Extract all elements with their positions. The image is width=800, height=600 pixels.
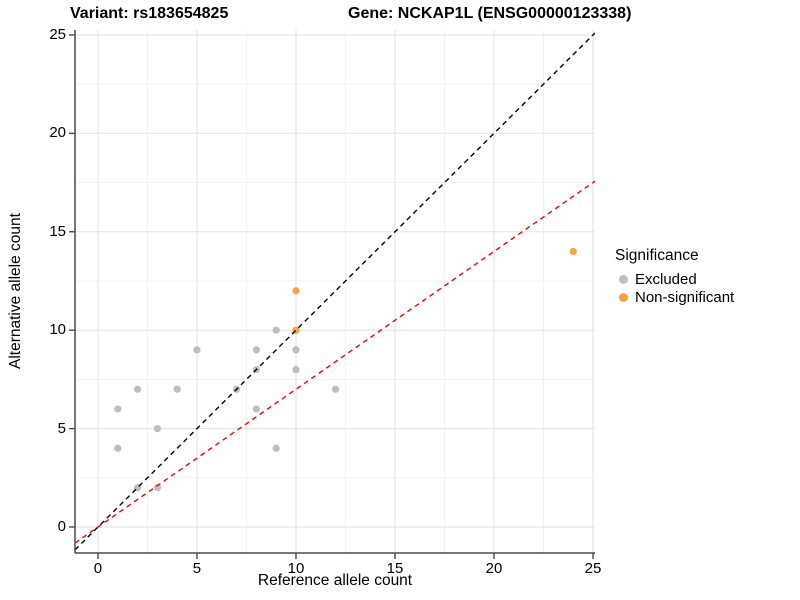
data-point-excluded bbox=[292, 365, 300, 374]
y-tick-label: 5 bbox=[57, 419, 66, 437]
y-tick-label: 15 bbox=[49, 222, 66, 240]
x-tick-label: 25 bbox=[584, 560, 602, 577]
data-point-excluded bbox=[292, 346, 300, 354]
legend-item: Excluded bbox=[615, 271, 734, 289]
y-tick-label: 0 bbox=[57, 518, 66, 536]
data-point-excluded bbox=[114, 444, 122, 452]
x-tick-label: 20 bbox=[485, 560, 503, 577]
x-tick-label: 15 bbox=[386, 560, 404, 577]
legend-item-label: Non-significant bbox=[635, 288, 735, 306]
expected-ratio-line bbox=[75, 180, 595, 544]
data-point-excluded bbox=[153, 484, 161, 492]
x-axis-title: Reference allele count bbox=[257, 572, 413, 589]
legend: Significance Excluded Non-significant bbox=[615, 246, 734, 306]
data-point-excluded bbox=[252, 346, 260, 354]
data-point-excluded bbox=[153, 424, 161, 433]
identity-line bbox=[75, 32, 595, 551]
variant-title: Variant: rs183654825 bbox=[70, 5, 229, 22]
data-point-excluded bbox=[272, 444, 280, 452]
x-tick-label: 5 bbox=[192, 560, 202, 577]
legend-item-label: Excluded bbox=[635, 271, 697, 289]
legend-item: Non-significant bbox=[615, 289, 734, 307]
legend-title: Significance bbox=[615, 247, 699, 264]
data-point-excluded bbox=[272, 326, 280, 334]
x-tick-label: 10 bbox=[287, 560, 305, 577]
data-point-excluded bbox=[114, 405, 122, 413]
data-point-non-significant bbox=[292, 287, 300, 295]
y-tick-label: 25 bbox=[49, 25, 66, 43]
data-point-excluded bbox=[133, 385, 142, 393]
data-point-non-significant bbox=[569, 247, 577, 256]
y-tick-label: 10 bbox=[49, 321, 66, 339]
legend-swatch-icon bbox=[619, 292, 628, 302]
y-tick-label: 20 bbox=[49, 124, 66, 142]
x-tick-label: 0 bbox=[93, 560, 103, 577]
gene-title: Gene: NCKAP1L (ENSG00000123338) bbox=[348, 5, 632, 22]
data-point-excluded bbox=[331, 385, 340, 393]
y-axis-title: Alternative allele count bbox=[7, 213, 24, 369]
data-point-excluded bbox=[193, 346, 201, 354]
data-point-excluded bbox=[173, 385, 181, 393]
legend-swatch-icon bbox=[619, 275, 628, 285]
data-point-excluded bbox=[252, 405, 260, 413]
legend-items: Excluded Non-significant bbox=[615, 271, 734, 306]
